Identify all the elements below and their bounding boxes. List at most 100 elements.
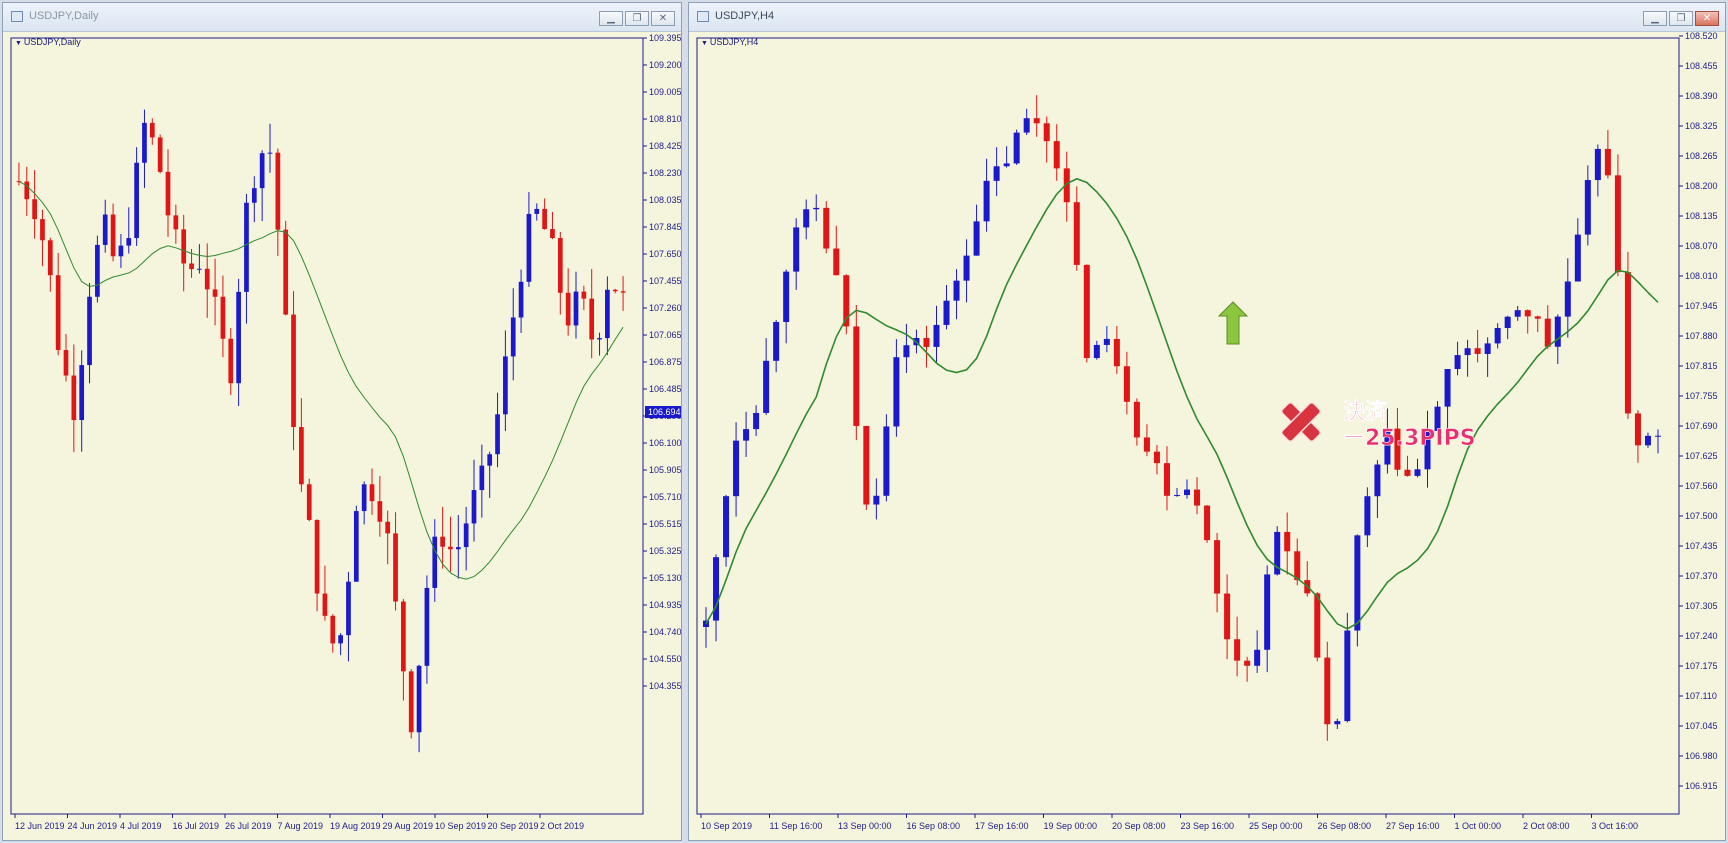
chart-window-daily[interactable]: USDJPY,Daily ▁ ❐ ✕ 109.395 109.200 109.005… bbox=[2, 2, 682, 841]
candle-body bbox=[118, 245, 124, 257]
candle-body bbox=[330, 615, 336, 644]
candle-body bbox=[803, 209, 810, 228]
up-arrow-icon bbox=[1217, 301, 1249, 345]
candle-body bbox=[306, 484, 312, 520]
chart-plot-area[interactable]: 109.395 109.200 109.005 108.810 108.425 108.2… bbox=[3, 32, 681, 840]
candle-body bbox=[1294, 551, 1301, 581]
candle-body bbox=[353, 511, 359, 582]
candle-body bbox=[713, 557, 720, 621]
candle-body bbox=[416, 665, 422, 733]
price-tick-label: 107.370 bbox=[1685, 571, 1718, 581]
price-tick-label: 106.100 bbox=[649, 438, 681, 448]
candle-body bbox=[581, 291, 587, 299]
moving-average-line bbox=[18, 180, 624, 580]
minimize-button[interactable]: ▁ bbox=[599, 11, 623, 26]
candle-body bbox=[1043, 123, 1050, 142]
candle-body bbox=[142, 122, 147, 163]
candle-body bbox=[743, 429, 750, 441]
candle-body bbox=[1434, 406, 1441, 431]
restore-button[interactable]: ❐ bbox=[625, 11, 649, 26]
price-tick-label: 108.035 bbox=[649, 195, 681, 205]
candle-body bbox=[943, 300, 950, 325]
restore-button[interactable]: ❐ bbox=[1669, 11, 1693, 26]
price-tick-label: 107.045 bbox=[1685, 721, 1718, 731]
candle-body bbox=[189, 263, 194, 270]
candle-body bbox=[165, 171, 171, 216]
price-tick-label: 107.260 bbox=[649, 303, 681, 313]
candle-body bbox=[542, 208, 547, 230]
candle-body bbox=[518, 281, 524, 318]
candle-body bbox=[1173, 495, 1180, 497]
candle-body bbox=[1474, 348, 1481, 354]
price-tick-label: 107.500 bbox=[1685, 511, 1718, 521]
restore-icon: ❐ bbox=[1676, 13, 1686, 24]
price-tick-label: 105.130 bbox=[649, 573, 681, 583]
candle-body bbox=[110, 214, 116, 257]
close-icon: ✕ bbox=[658, 13, 668, 24]
time-tick-label: 13 Sep 00:00 bbox=[838, 821, 892, 831]
candle-body bbox=[102, 214, 108, 245]
candle-body bbox=[1534, 316, 1541, 319]
price-tick-label: 106.980 bbox=[1685, 751, 1718, 761]
candle-body bbox=[1053, 141, 1060, 169]
candle-body bbox=[983, 180, 990, 222]
time-tick-label: 10 Sep 2019 bbox=[701, 821, 752, 831]
candle-body bbox=[1424, 430, 1431, 470]
close-button[interactable]: ✕ bbox=[1695, 11, 1719, 26]
candle-body bbox=[24, 181, 30, 200]
candle-body bbox=[361, 484, 367, 512]
candle-body bbox=[620, 291, 626, 293]
candle-body bbox=[733, 440, 740, 497]
candle-body bbox=[408, 671, 414, 733]
candle-body bbox=[963, 255, 970, 281]
candle-body bbox=[393, 533, 398, 602]
time-tick-label: 23 Sep 16:00 bbox=[1181, 821, 1235, 831]
price-tick-label: 107.305 bbox=[1685, 601, 1718, 611]
price-chart[interactable]: 109.395 109.200 109.005 108.810 108.425 108.2… bbox=[3, 32, 681, 840]
candle-body bbox=[1163, 463, 1170, 496]
candle-body bbox=[1204, 505, 1211, 541]
candle-body bbox=[565, 292, 571, 326]
plot-frame bbox=[696, 37, 1680, 815]
candle-body bbox=[597, 338, 602, 340]
candle-body bbox=[126, 238, 132, 246]
candle-body bbox=[495, 414, 500, 455]
price-tick-label: 107.845 bbox=[649, 222, 681, 232]
candle-body bbox=[1063, 168, 1070, 203]
title-bar[interactable]: USDJPY,H4 ▁ ❐ ✕ bbox=[689, 3, 1725, 32]
chart-window-h4[interactable]: USDJPY,H4 ▁ ❐ ✕ 108.520 108.455 108.390 108… bbox=[688, 2, 1726, 841]
candle-body bbox=[432, 536, 438, 588]
time-tick-label: 24 Jun 2019 bbox=[68, 821, 118, 831]
time-tick-label: 2 Oct 08:00 bbox=[1523, 821, 1570, 831]
time-tick-label: 7 Aug 2019 bbox=[278, 821, 324, 831]
candle-body bbox=[823, 207, 830, 249]
price-tick-label: 108.425 bbox=[649, 141, 681, 151]
candle-body bbox=[1344, 630, 1351, 722]
title-bar[interactable]: USDJPY,Daily ▁ ❐ ✕ bbox=[3, 3, 681, 32]
candle-body bbox=[843, 275, 850, 327]
candle-body bbox=[1644, 435, 1651, 446]
price-tick-label: 107.175 bbox=[1685, 661, 1718, 671]
candle-body bbox=[251, 188, 257, 203]
candle-body bbox=[893, 357, 900, 427]
price-chart[interactable]: 108.520 108.455 108.390 108.325 108.265 108.2… bbox=[689, 32, 1725, 840]
candle-body bbox=[487, 454, 493, 466]
close-button[interactable]: ✕ bbox=[651, 11, 675, 26]
time-tick-label: 3 Oct 16:00 bbox=[1592, 821, 1639, 831]
candle-body bbox=[197, 268, 202, 270]
candle-body bbox=[1274, 531, 1281, 575]
candle-body bbox=[1033, 118, 1040, 124]
candle-body bbox=[55, 275, 61, 351]
price-tick-label: 104.740 bbox=[649, 627, 681, 637]
price-tick-label: 108.520 bbox=[1685, 32, 1718, 41]
candle-body bbox=[1194, 489, 1201, 506]
minimize-button[interactable]: ▁ bbox=[1643, 11, 1667, 26]
chart-plot-area[interactable]: 108.520 108.455 108.390 108.325 108.265 108.2… bbox=[689, 32, 1725, 840]
candle-body bbox=[267, 152, 273, 154]
candle-body bbox=[813, 207, 820, 210]
candle-body bbox=[503, 356, 508, 415]
candle-body bbox=[863, 425, 870, 505]
candle-body bbox=[204, 268, 210, 290]
price-tick-label: 106.915 bbox=[1685, 781, 1718, 791]
plot-frame bbox=[10, 37, 644, 815]
